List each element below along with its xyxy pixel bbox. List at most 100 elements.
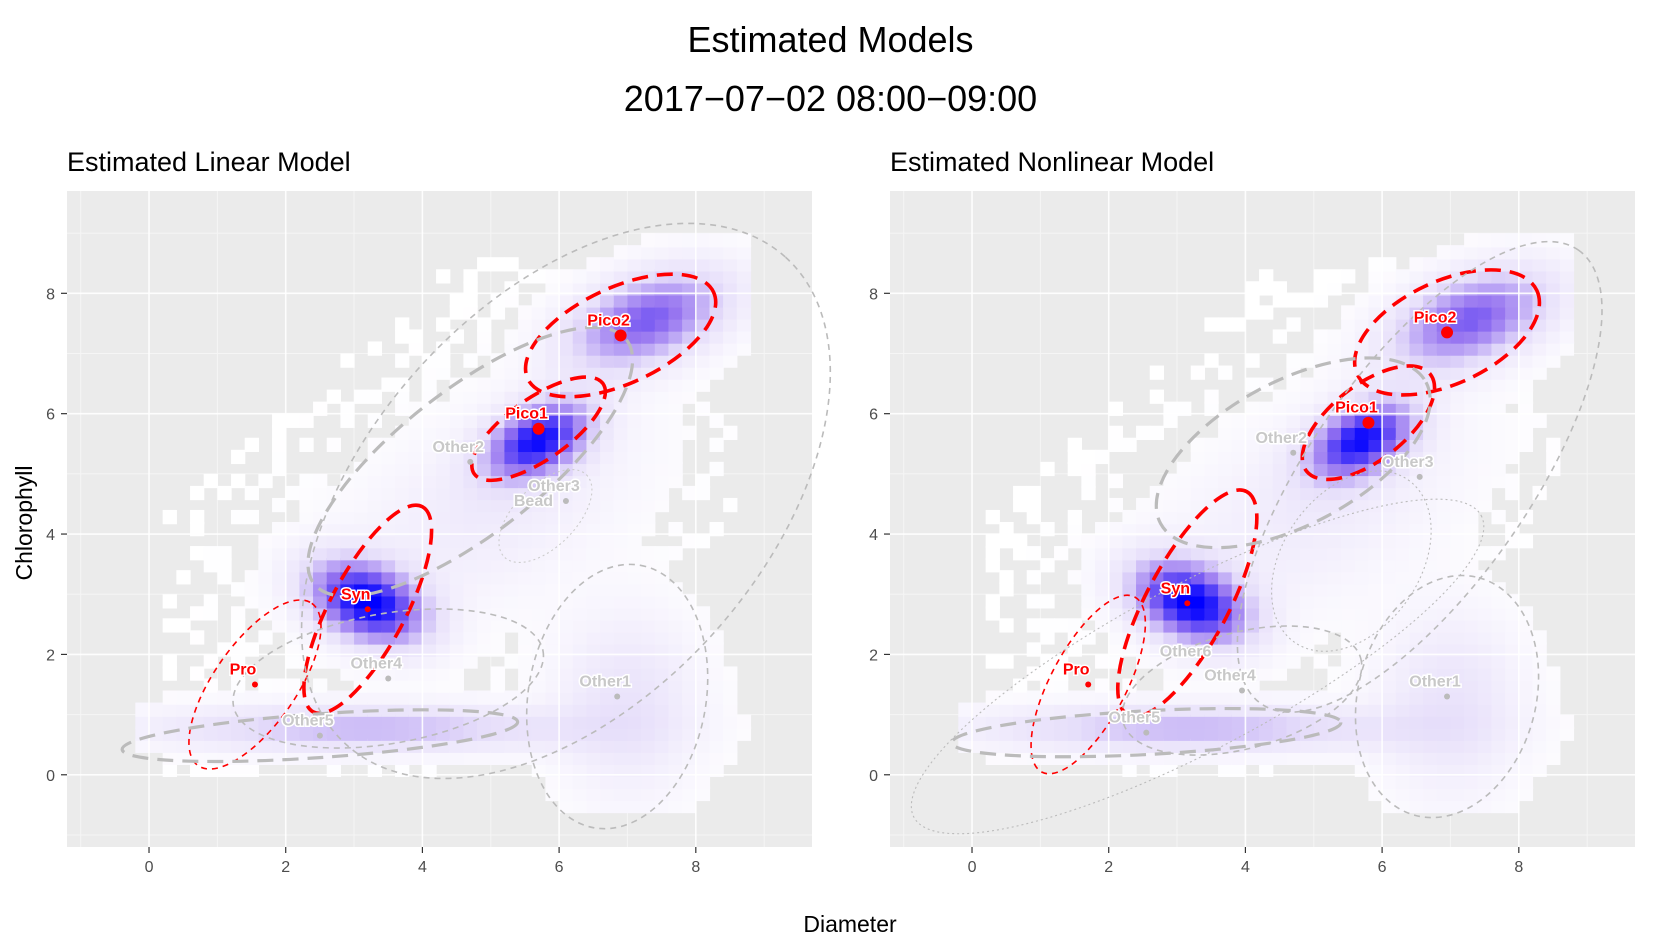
density-cell: [1286, 425, 1301, 440]
density-cell: [272, 522, 287, 537]
density-cell: [668, 642, 683, 657]
density-cell: [490, 293, 506, 308]
density-cell: [1313, 606, 1329, 621]
density-cell: [654, 762, 670, 778]
density-cell: [559, 461, 574, 477]
density-cell: [395, 473, 410, 489]
density-cell: [1491, 329, 1506, 344]
density-cell: [381, 497, 396, 513]
density-cell: [436, 678, 451, 693]
density-cell: [613, 497, 629, 513]
density-cell: [285, 690, 300, 705]
density-cell: [586, 341, 601, 356]
density-cell: [436, 353, 451, 368]
density-cell: [1190, 365, 1206, 380]
density-cell: [1231, 437, 1247, 453]
density-cell: [736, 293, 752, 308]
density-cell: [1423, 305, 1438, 320]
density-cell: [408, 437, 424, 453]
density-cell: [1149, 654, 1164, 669]
density-cell: [1505, 654, 1520, 669]
density-cell: [1300, 534, 1315, 549]
density-cell: [1477, 570, 1493, 585]
density-cell: [1423, 522, 1438, 537]
density-cell: [1300, 642, 1315, 657]
density-cell: [654, 558, 670, 573]
density-cell: [600, 702, 615, 717]
density-cell: [395, 317, 410, 332]
density-cell: [1245, 642, 1260, 657]
density-cell: [258, 738, 273, 753]
density-cell: [1354, 642, 1370, 657]
density-cell: [340, 606, 355, 621]
density-cell: [1218, 690, 1233, 705]
component-ellipse: [525, 563, 709, 830]
density-cell: [1272, 714, 1288, 729]
density-cell: [1450, 582, 1465, 597]
density-cell: [654, 546, 670, 561]
density-cell: [477, 714, 492, 729]
density-cell: [1286, 750, 1301, 765]
density-cell: [682, 618, 697, 633]
density-cell: [1190, 726, 1206, 741]
density-cell: [1354, 546, 1370, 561]
density-cell: [504, 509, 519, 525]
density-cell: [1341, 269, 1356, 284]
density-cell: [463, 750, 478, 765]
density-cell: [709, 245, 724, 260]
density-cell: [572, 582, 588, 597]
density-cell: [545, 293, 560, 308]
density-cell: [627, 618, 642, 633]
density-cell: [1491, 654, 1506, 669]
density-cell: [1341, 341, 1356, 356]
density-cell: [1464, 714, 1479, 729]
density-cell: [1204, 582, 1219, 597]
density-cell: [190, 522, 205, 537]
density-cell: [572, 678, 588, 693]
density-cell: [408, 509, 424, 525]
density-cell: [504, 606, 519, 621]
density-cell: [682, 293, 697, 308]
density-cell: [1026, 570, 1041, 585]
density-cell: [1423, 786, 1438, 802]
density-cell: [1450, 774, 1465, 790]
density-cell: [1136, 497, 1151, 513]
density-cell: [723, 666, 738, 681]
component-center: [1416, 473, 1423, 480]
density-cell: [1395, 570, 1411, 585]
density-cell: [1505, 317, 1520, 332]
density-cell: [258, 570, 273, 585]
density-cell: [682, 317, 697, 332]
density-cell: [1477, 401, 1493, 416]
y-tick-label: 0: [46, 768, 55, 785]
density-cell: [1532, 329, 1547, 344]
density-cell: [1300, 738, 1315, 753]
component-label: Other2: [1255, 430, 1307, 447]
density-cell: [1108, 546, 1123, 561]
density-cell: [613, 606, 629, 621]
density-cell: [135, 702, 150, 717]
density-cell: [1450, 618, 1465, 633]
density-cell: [1190, 534, 1206, 549]
density-cell: [1409, 509, 1424, 525]
density-cell: [1423, 509, 1438, 525]
density-cell: [1286, 437, 1301, 453]
density-cell: [531, 570, 547, 585]
density-cell: [1382, 618, 1397, 633]
density-cell: [586, 630, 601, 645]
density-cell: [613, 774, 629, 790]
density-cell: [354, 654, 369, 669]
density-cell: [477, 449, 492, 465]
density-cell: [531, 678, 547, 693]
density-cell: [1464, 702, 1479, 717]
density-cell: [1108, 425, 1123, 440]
density-cell: [1204, 678, 1219, 693]
density-cell: [668, 413, 683, 428]
density-cell: [736, 233, 752, 248]
density-cell: [1231, 497, 1247, 513]
density-cell: [682, 257, 697, 272]
density-cell: [1081, 594, 1096, 609]
density-cell: [613, 401, 629, 416]
density-cell: [518, 401, 533, 416]
density-cell: [1354, 606, 1370, 621]
